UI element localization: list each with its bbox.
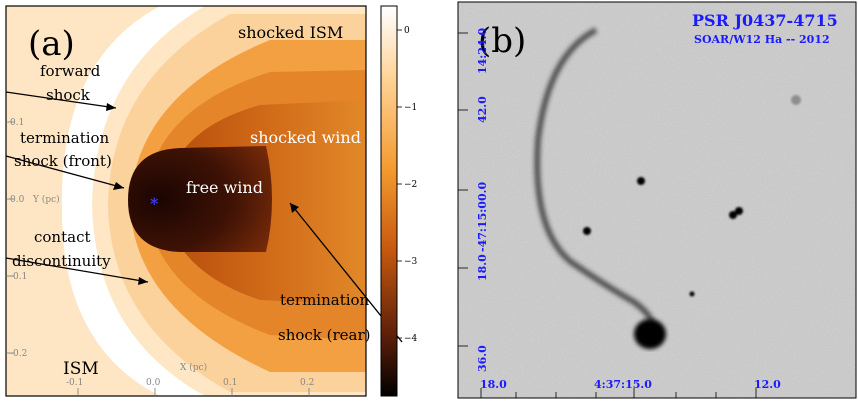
x-axis-label: X (pc) [180,362,207,373]
label-ism: ISM [63,359,99,379]
panel-a-simulation: 0.1 0.0 Y (pc) -0.1 -0.2 -0.1 0.0 0.1 0.… [5,5,418,397]
y-tick-label: 0.0 [10,195,25,205]
forward-shock-label-line1: forward [40,62,101,80]
panel-a-letter: (a) [28,24,75,64]
label-free-wind: free wind [186,178,263,197]
panel-a-figure: 0.1 0.0 Y (pc) -0.1 -0.2 -0.1 0.0 0.1 0.… [5,5,418,397]
contact-label-line2: discontinuity [12,252,111,270]
point-source [735,207,743,215]
point-source [729,211,737,219]
x-tick-label: 0.2 [300,378,314,388]
colorbar-tick: −2 [404,180,417,190]
ra-tick-label: 12.0 [754,378,781,391]
y-tick-label: -0.2 [10,349,27,359]
contact-arrow [5,257,149,283]
dec-tick-label: 18.0 [476,254,489,281]
faint-source [791,95,801,105]
dec-tick-label: -47:15:00.0 [476,182,489,252]
colorbar-tick: −4 [404,334,418,344]
dec-tick-label: 36.0 [476,345,489,372]
point-source [689,291,695,297]
x-tick-label: 0.0 [146,378,161,388]
point-source [637,177,645,185]
termination-front-arrow [5,155,125,189]
dec-tick-label: 42.0 [476,96,489,123]
termination-front-label-line1: termination [20,129,110,147]
free-wind-region [128,146,272,252]
colorbar-tick: −1 [404,103,417,113]
panel-b-figure: (b) PSR J0437-4715 SOAR/W12 Ha -- 2012 1… [457,1,857,399]
y-axis-label: Y (pc) [32,194,60,205]
ra-tick-label: 4:37:15.0 [594,378,652,391]
bow-shock-arc [534,27,655,324]
termination-rear-label-line2: shock (rear) [278,326,371,344]
panel-b-title: PSR J0437-4715 [692,11,838,30]
x-tick-label: 0.1 [223,378,237,388]
colorbar-tick: 0 [404,26,410,36]
panel-b-observation: (b) PSR J0437-4715 SOAR/W12 Ha -- 2012 1… [456,0,858,400]
panel-b-letter: (b) [478,21,526,61]
contact-label-line1: contact [34,228,91,246]
point-source [583,227,591,235]
termination-rear-label-line1: termination [280,291,370,309]
label-shocked-ism: shocked ISM [238,23,343,42]
dec-tick-label: 14:24.0 [476,27,489,74]
colorbar-tick: −3 [404,257,418,267]
colorbar [380,5,398,397]
label-shocked-wind: shocked wind [250,128,361,147]
y-tick-label: 0.1 [10,118,24,128]
y-tick-label: -0.1 [10,272,27,282]
x-tick-label: -0.1 [66,378,83,388]
forward-shock-arrow [5,91,117,109]
termination-front-label-line2: shock (front) [14,152,112,170]
ra-tick-label: 18.0 [480,378,507,391]
panel-b-subtitle: SOAR/W12 Ha -- 2012 [694,33,830,46]
pulsar-marker: * [150,194,159,213]
